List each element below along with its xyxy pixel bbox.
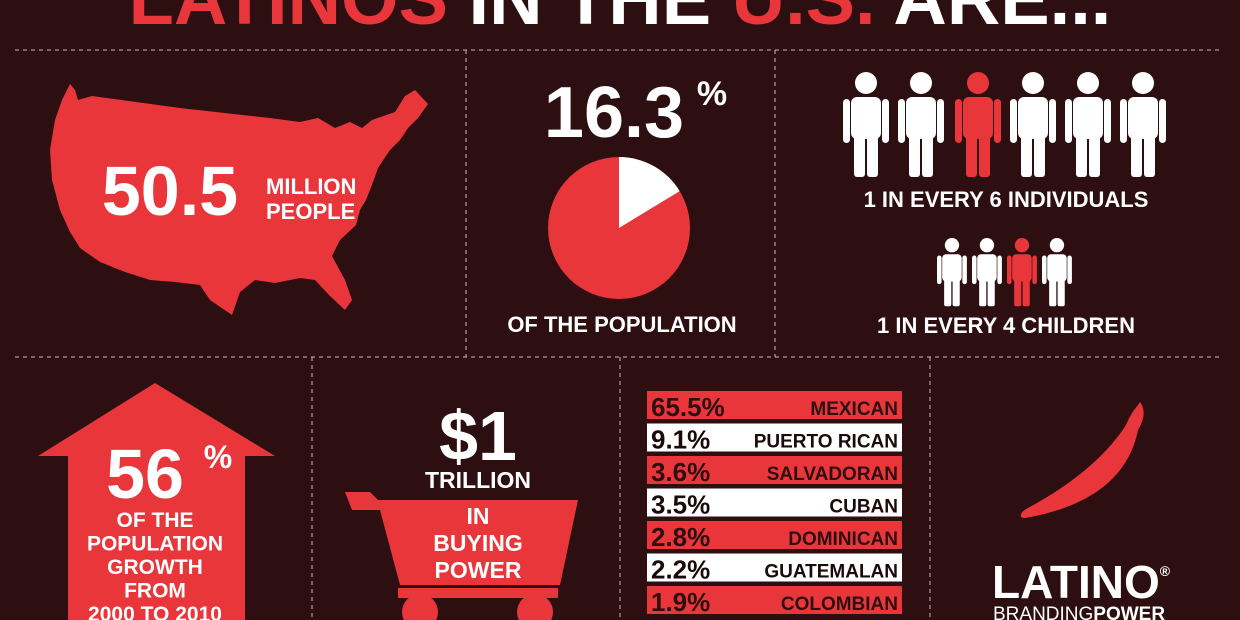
brand-word: LATINO [992, 556, 1160, 608]
origin-percent: 2.2% [651, 555, 710, 585]
brand-tagline: BRANDINGPOWER [993, 604, 1165, 620]
share-caption: OF THE POPULATION [507, 312, 736, 337]
growth-line: FROM [124, 580, 186, 603]
growth-number: 56 [106, 435, 184, 513]
origin-percent: 65.5% [651, 392, 725, 422]
origin-row [647, 391, 902, 419]
cart [345, 492, 578, 620]
origin-name: SALVADORAN [767, 464, 898, 485]
growth-line: 2000 TO 2010 [88, 603, 222, 620]
chili-pepper [1020, 402, 1144, 518]
buying-amount: $1 [439, 397, 517, 475]
ratio-children: 1 IN EVERY 4 CHILDREN [877, 313, 1135, 338]
origin-percent: 2.8% [651, 522, 710, 552]
origin-name: MEXICAN [810, 399, 898, 420]
growth-line: OF THE [117, 509, 194, 532]
pie [548, 157, 690, 299]
title-part: LATINOS [129, 0, 448, 40]
brand-tagline-part: BRANDING [993, 604, 1093, 620]
origin-name: GUATEMALAN [764, 562, 898, 583]
population-unit: MILLION [266, 174, 356, 199]
origin-row [647, 423, 902, 452]
growth-arrow [38, 383, 275, 620]
origin-percent: 1.9% [651, 587, 710, 617]
origin-row [647, 488, 902, 517]
separators [15, 49, 1222, 620]
origin-row [647, 553, 902, 582]
buying-unit: TRILLION [425, 467, 531, 493]
pie-slice [619, 157, 680, 228]
origin-percent: 9.1% [651, 425, 710, 455]
growth-sign: % [204, 439, 232, 475]
buying-line: IN [467, 503, 490, 529]
origin-row [647, 456, 902, 484]
origin-name: PUERTO RICAN [754, 432, 898, 453]
brand-tagline-part: POWER [1093, 604, 1165, 620]
growth-line: POPULATION [87, 533, 223, 556]
origin-name: CUBAN [829, 497, 898, 518]
origin-name: COLOMBIAN [781, 594, 898, 615]
origin-percent: 3.6% [651, 457, 710, 487]
population-unit: PEOPLE [266, 199, 355, 224]
us-map [50, 84, 428, 315]
origin-row [647, 586, 902, 614]
growth-line: GROWTH [107, 556, 203, 579]
title-part: ARE... [893, 0, 1111, 40]
ratio-individuals: 1 IN EVERY 6 INDIVIDUALS [864, 187, 1149, 212]
buying-line: POWER [435, 557, 522, 583]
share-sign: % [697, 75, 727, 113]
title: LATINOS IN THE U.S. ARE... [129, 0, 1112, 40]
origin-row [647, 521, 902, 549]
brand-registered: ® [1160, 563, 1171, 579]
title-part: IN THE [469, 0, 712, 40]
brand-name: LATINO® [992, 556, 1171, 608]
share-number: 16.3 [544, 73, 684, 153]
population-number: 50.5 [102, 152, 238, 230]
buying-line: BUYING [433, 530, 522, 556]
origins-table: 65.5% MEXICAN 9.1% PUERTO RICAN 3.6% SALVADOR… [647, 391, 902, 617]
title-part: U.S. [732, 0, 876, 40]
origin-name: DOMINICAN [788, 529, 898, 550]
origin-percent: 3.5% [651, 490, 710, 520]
